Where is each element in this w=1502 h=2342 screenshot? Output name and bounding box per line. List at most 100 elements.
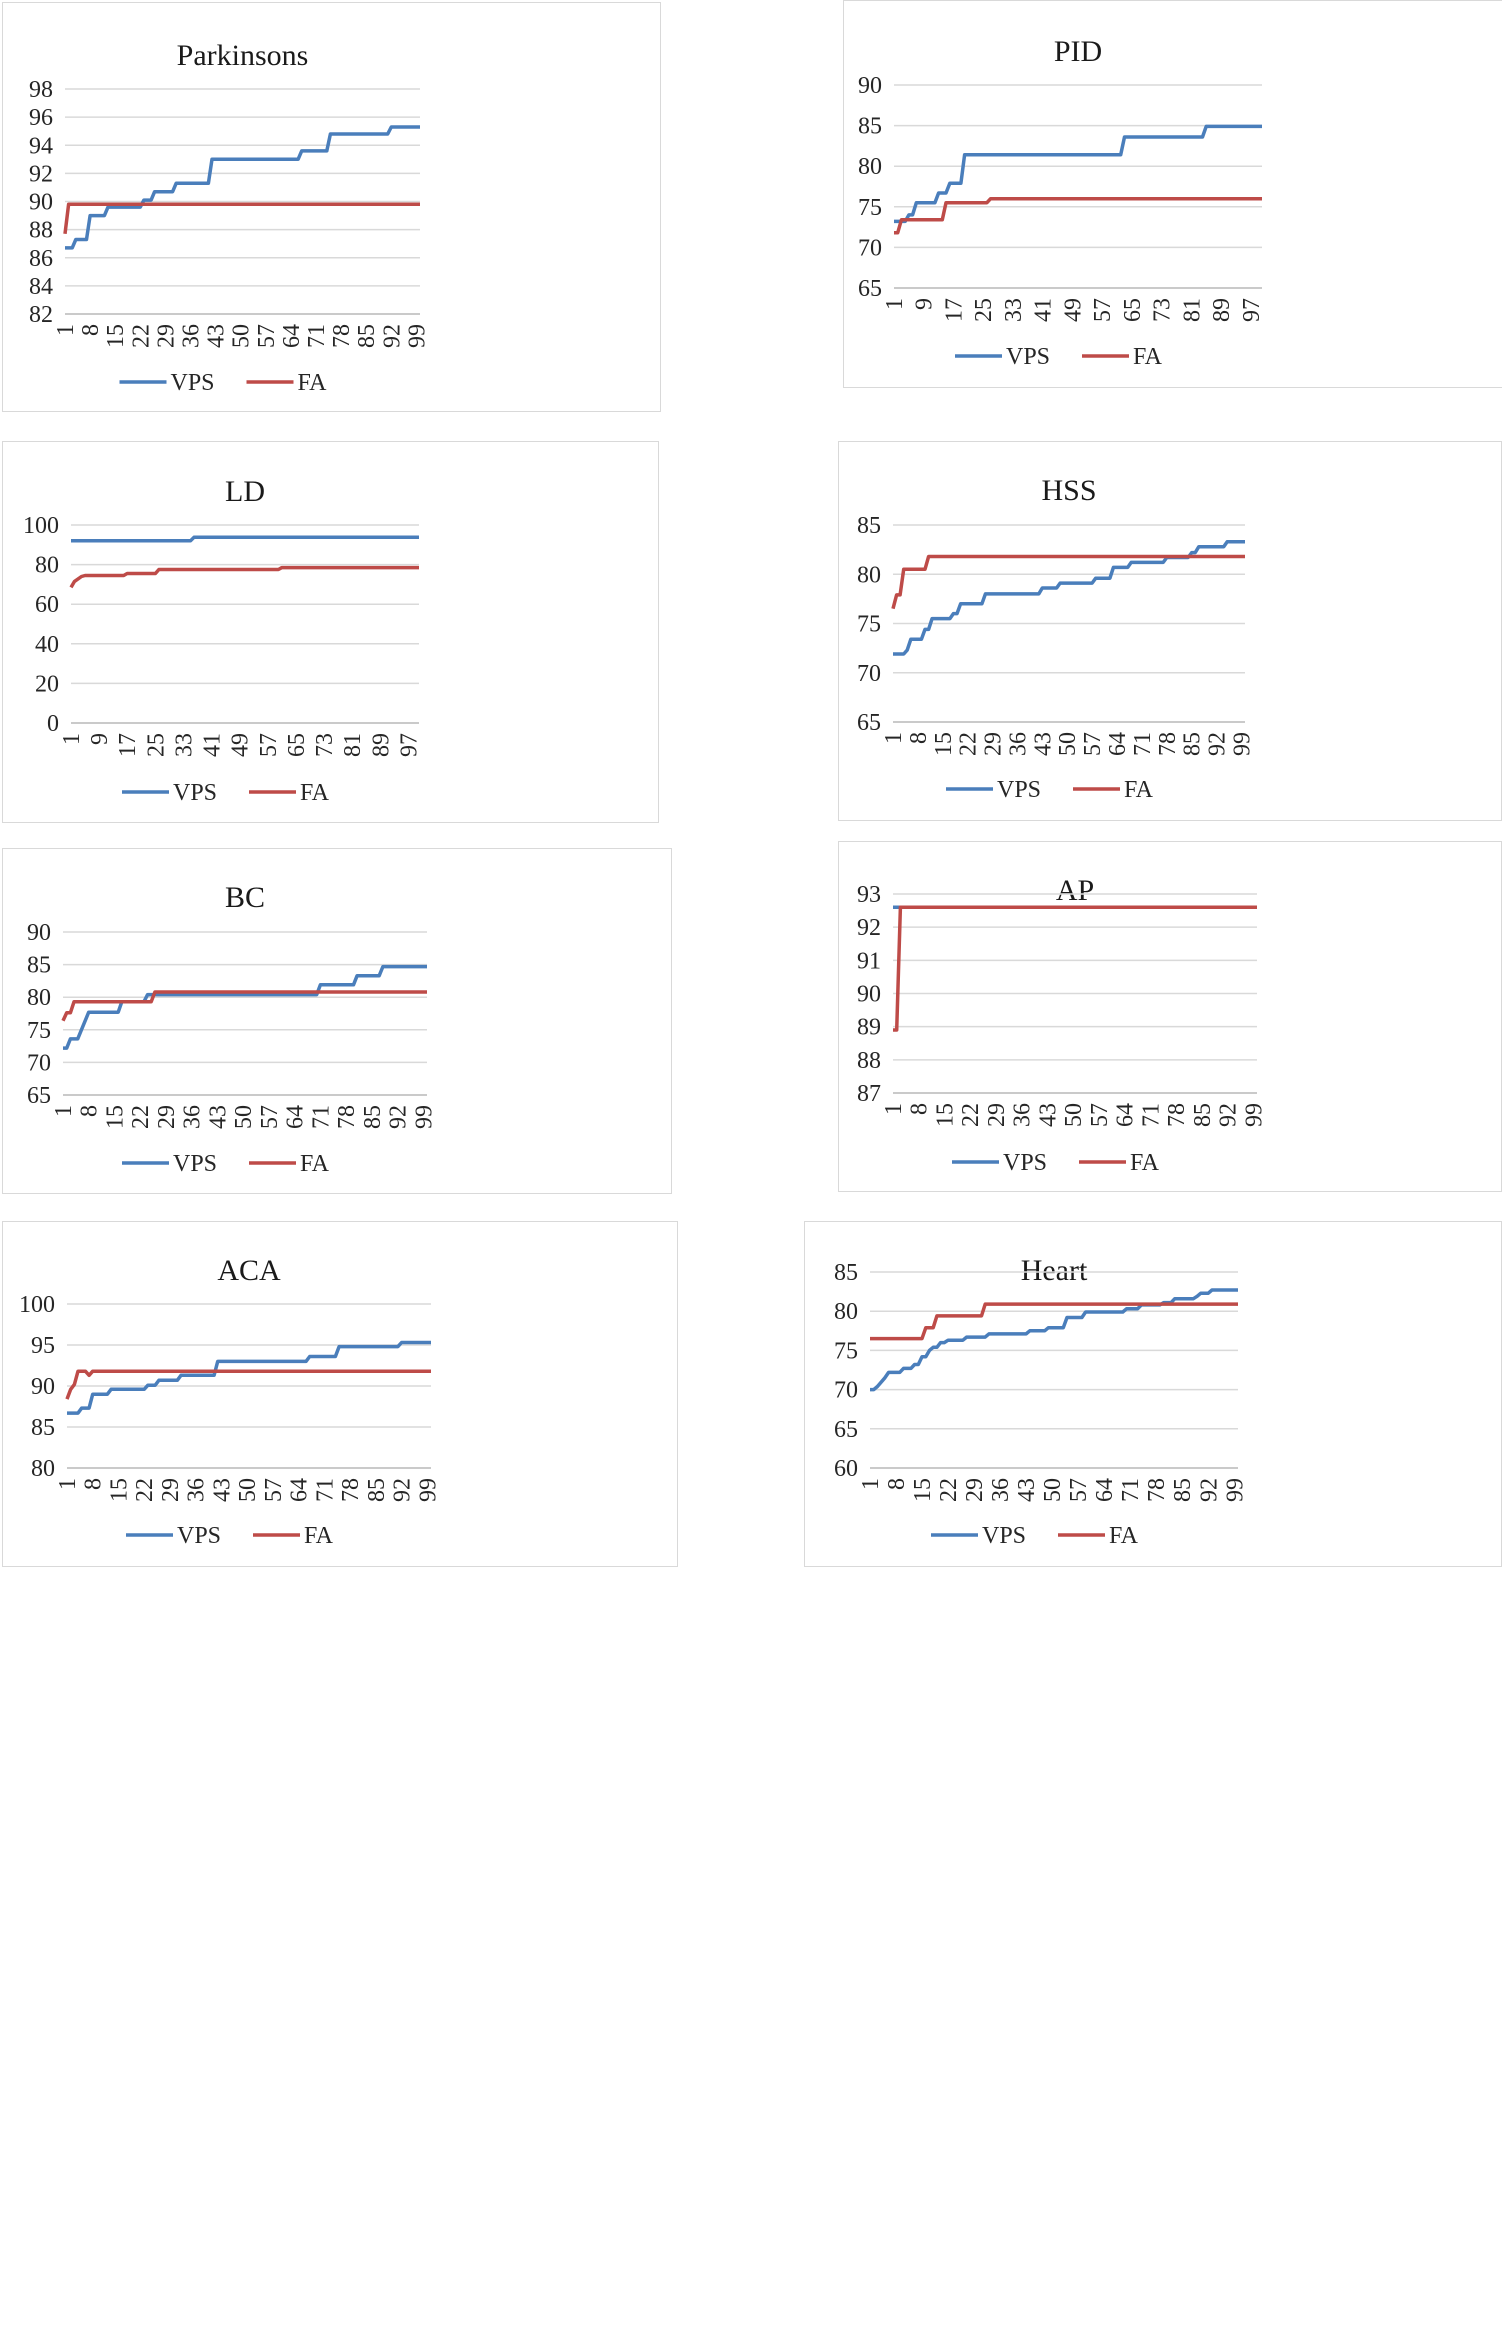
y-tick-label: 80 — [834, 1299, 858, 1325]
legend-label-vps: VPS — [173, 780, 217, 806]
x-tick-label: 1 — [51, 1105, 77, 1117]
x-tick-label: 41 — [200, 733, 226, 757]
y-tick-label: 65 — [27, 1083, 51, 1109]
y-tick-label: 65 — [834, 1417, 858, 1443]
x-tick-label: 71 — [312, 1478, 338, 1502]
x-tick-label: 43 — [205, 1105, 231, 1129]
chart-panel-bc: BC 65 70 75 80 85 90 1 8 15 22 29 36 43 50 57 64 71 78 85 92… — [2, 848, 672, 1194]
y-tick-label: 70 — [27, 1050, 51, 1076]
x-tick-label: 22 — [936, 1478, 962, 1502]
x-tick-label: 1 — [881, 1103, 907, 1115]
x-tick-label: 64 — [1105, 732, 1131, 756]
x-tick-label: 29 — [153, 324, 179, 348]
x-tick-label: 50 — [229, 324, 255, 348]
x-tick-label: 92 — [1216, 1103, 1242, 1127]
series-line-fa — [893, 905, 1257, 1032]
chart-hss: HSS6570758085181522293643505764717885929… — [857, 474, 1255, 803]
x-tick-label: 17 — [941, 298, 967, 322]
x-tick-label: 89 — [368, 733, 394, 757]
x-tick-label: 57 — [1090, 298, 1116, 322]
x-tick-label: 43 — [1035, 1103, 1061, 1127]
x-tick-label: 36 — [988, 1478, 1014, 1502]
x-tick-label: 22 — [128, 1105, 154, 1129]
chart-panel-aca: ACA 80 85 90 95 100 1 8 15 22 29 36 43 50 57 64 71 78 85 92… — [2, 1221, 678, 1567]
y-tick-label: 87 — [857, 1081, 881, 1107]
y-tick-label: 90 — [31, 1374, 55, 1400]
x-tick-label: 78 — [1164, 1103, 1190, 1127]
y-tick-label: 85 — [858, 114, 882, 140]
x-tick-label: 50 — [1055, 732, 1081, 756]
chart-panel-hss: HSS 65 70 75 80 85 1 8 15 22 29 36 43 50 57 64 71 78 85 92 9… — [838, 441, 1502, 821]
x-tick-label: 36 — [1005, 732, 1031, 756]
y-tick-label: 60 — [834, 1456, 858, 1482]
x-tick-label: 49 — [228, 733, 254, 757]
x-tick-label: 1 — [59, 733, 85, 745]
x-tick-label: 99 — [1222, 1478, 1248, 1502]
y-tick-label: 85 — [834, 1260, 858, 1286]
x-tick-label: 8 — [77, 1105, 103, 1117]
x-tick-label: 92 — [379, 324, 405, 348]
x-tick-label: 64 — [287, 1478, 313, 1502]
y-tick-label: 91 — [857, 948, 881, 974]
series-line-vps — [63, 964, 427, 1050]
chart-title: HSS — [1041, 474, 1096, 507]
x-tick-label: 85 — [1180, 732, 1206, 756]
x-tick-label: 15 — [910, 1478, 936, 1502]
legend-label-vps: VPS — [173, 1151, 217, 1177]
chart-panel-ap: AP 87 88 89 90 91 92 93 1 8 15 22 29 36 43 50 57 64 71 78 85… — [838, 841, 1502, 1192]
chart-title: PID — [1054, 35, 1102, 68]
x-tick-label: 73 — [312, 733, 338, 757]
series-line-fa — [63, 202, 420, 235]
legend-label-fa: FA — [1133, 344, 1163, 370]
y-tick-label: 70 — [858, 235, 882, 261]
series-line-vps — [67, 1340, 431, 1415]
x-tick-label: 15 — [106, 1478, 132, 1502]
x-tick-label: 73 — [1150, 298, 1176, 322]
x-tick-label: 9 — [87, 733, 113, 745]
x-tick-label: 99 — [404, 324, 430, 348]
y-tick-label: 95 — [31, 1333, 55, 1359]
x-tick-label: 15 — [932, 1103, 958, 1127]
y-tick-label: 0 — [47, 711, 59, 737]
y-tick-label: 90 — [27, 920, 51, 946]
x-tick-label: 78 — [338, 1478, 364, 1502]
x-tick-label: 85 — [364, 1478, 390, 1502]
x-tick-label: 29 — [962, 1478, 988, 1502]
x-tick-label: 9 — [912, 298, 938, 310]
legend-label-fa: FA — [300, 1151, 330, 1177]
x-tick-label: 71 — [308, 1105, 334, 1129]
x-tick-label: 25 — [143, 733, 169, 757]
y-tick-label: 75 — [27, 1018, 51, 1044]
chart-panel-heart: Heart 60 65 70 75 80 85 1 8 15 22 29 36 43 50 57 64 71 78 8… — [804, 1221, 1502, 1567]
x-tick-label: 57 — [257, 1105, 283, 1129]
x-tick-label: 57 — [256, 733, 282, 757]
y-tick-label: 75 — [834, 1338, 858, 1364]
chart-panel-pid: PID 65 70 75 80 85 90 1 9 17 25 33 41 49 57 65 73 81 89 97 V… — [843, 0, 1502, 388]
series-line-fa — [870, 1302, 1238, 1341]
series-line-fa — [65, 1369, 431, 1400]
x-tick-label: 1 — [55, 1478, 81, 1490]
x-tick-label: 1 — [882, 298, 908, 310]
x-tick-label: 8 — [884, 1478, 910, 1490]
x-tick-label: 43 — [1014, 1478, 1040, 1502]
x-tick-label: 57 — [254, 324, 280, 348]
y-tick-label: 92 — [857, 915, 881, 941]
y-tick-label: 85 — [31, 1415, 55, 1441]
y-tick-label: 80 — [35, 553, 59, 579]
y-tick-label: 89 — [857, 1015, 881, 1041]
x-tick-label: 8 — [907, 1103, 933, 1115]
x-tick-label: 22 — [958, 1103, 984, 1127]
x-tick-label: 15 — [931, 732, 957, 756]
x-tick-label: 36 — [1010, 1103, 1036, 1127]
x-tick-label: 81 — [340, 733, 366, 757]
x-tick-label: 29 — [981, 732, 1007, 756]
x-tick-label: 43 — [209, 1478, 235, 1502]
x-tick-label: 8 — [906, 732, 932, 744]
x-tick-label: 8 — [78, 324, 104, 336]
x-tick-label: 57 — [1066, 1478, 1092, 1502]
series-line-fa — [891, 554, 1245, 610]
x-tick-label: 15 — [102, 1105, 128, 1129]
